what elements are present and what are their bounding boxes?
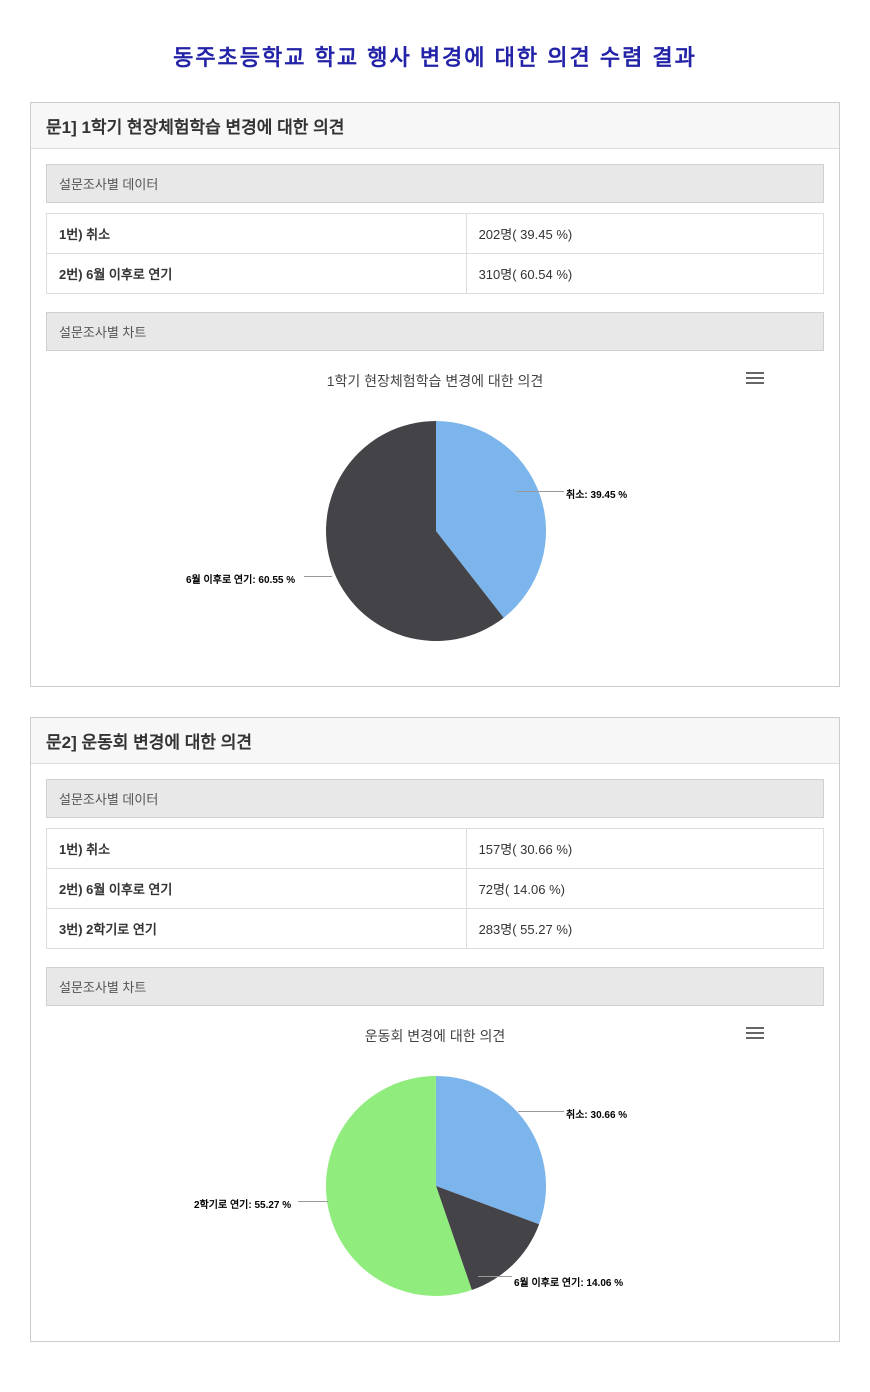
callout-line (478, 1276, 512, 1277)
chart-menu-icon[interactable] (746, 369, 764, 387)
row-label: 1번) 취소 (47, 829, 467, 869)
row-value: 157명( 30.66 %) (466, 829, 823, 869)
chart-wrap: 운동회 변경에 대한 의견 취소: 30.66 % 6월 이후로 연기: 14.0… (46, 1016, 824, 1326)
table-row: 3번) 2학기로 연기 283명( 55.27 %) (47, 909, 824, 949)
row-value: 283명( 55.27 %) (466, 909, 823, 949)
question-panel-1: 문1] 1학기 현장체험학습 변경에 대한 의견 설문조사별 데이터 1번) 취… (30, 102, 840, 687)
chart-menu-icon[interactable] (746, 1024, 764, 1042)
slice-label: 2학기로 연기: 55.27 % (194, 1196, 291, 1211)
row-label: 3번) 2학기로 연기 (47, 909, 467, 949)
row-value: 310명( 60.54 %) (466, 254, 823, 294)
slice-label: 취소: 30.66 % (566, 1106, 627, 1121)
row-label: 1번) 취소 (47, 214, 467, 254)
slice-label: 취소: 39.45 % (566, 486, 627, 501)
question-body: 설문조사별 데이터 1번) 취소 157명( 30.66 %) 2번) 6월 이… (31, 764, 839, 1341)
data-section-label: 설문조사별 데이터 (46, 164, 824, 203)
row-label: 2번) 6월 이후로 연기 (47, 869, 467, 909)
table-row: 2번) 6월 이후로 연기 310명( 60.54 %) (47, 254, 824, 294)
data-table: 1번) 취소 157명( 30.66 %) 2번) 6월 이후로 연기 72명(… (46, 828, 824, 949)
slice-label: 6월 이후로 연기: 14.06 % (514, 1274, 623, 1289)
chart-wrap: 1학기 현장체험학습 변경에 대한 의견 취소: 39.45 % 6월 이후로 연… (46, 361, 824, 671)
question-header: 문1] 1학기 현장체험학습 변경에 대한 의견 (31, 103, 839, 149)
question-body: 설문조사별 데이터 1번) 취소 202명( 39.45 %) 2번) 6월 이… (31, 149, 839, 686)
row-value: 72명( 14.06 %) (466, 869, 823, 909)
data-section-label: 설문조사별 데이터 (46, 779, 824, 818)
pie-chart-area: 취소: 30.66 % 6월 이후로 연기: 14.06 % 2학기로 연기: 55… (46, 1056, 824, 1316)
chart-title: 1학기 현장체험학습 변경에 대한 의견 (46, 371, 824, 391)
callout-line (298, 1201, 328, 1202)
callout-line (516, 491, 564, 492)
chart-section-label: 설문조사별 차트 (46, 967, 824, 1006)
table-row: 1번) 취소 157명( 30.66 %) (47, 829, 824, 869)
question-panel-2: 문2] 운동회 변경에 대한 의견 설문조사별 데이터 1번) 취소 157명(… (30, 717, 840, 1342)
data-table: 1번) 취소 202명( 39.45 %) 2번) 6월 이후로 연기 310명… (46, 213, 824, 294)
pie-chart-area: 취소: 39.45 % 6월 이후로 연기: 60.55 % (46, 401, 824, 661)
slice-label: 6월 이후로 연기: 60.55 % (186, 571, 295, 586)
row-label: 2번) 6월 이후로 연기 (47, 254, 467, 294)
table-row: 2번) 6월 이후로 연기 72명( 14.06 %) (47, 869, 824, 909)
question-header: 문2] 운동회 변경에 대한 의견 (31, 718, 839, 764)
callout-line (518, 1111, 564, 1112)
chart-section-label: 설문조사별 차트 (46, 312, 824, 351)
page-title: 동주초등학교 학교 행사 변경에 대한 의견 수렴 결과 (30, 40, 840, 72)
table-row: 1번) 취소 202명( 39.45 %) (47, 214, 824, 254)
chart-title: 운동회 변경에 대한 의견 (46, 1026, 824, 1046)
row-value: 202명( 39.45 %) (466, 214, 823, 254)
callout-line (304, 576, 332, 577)
